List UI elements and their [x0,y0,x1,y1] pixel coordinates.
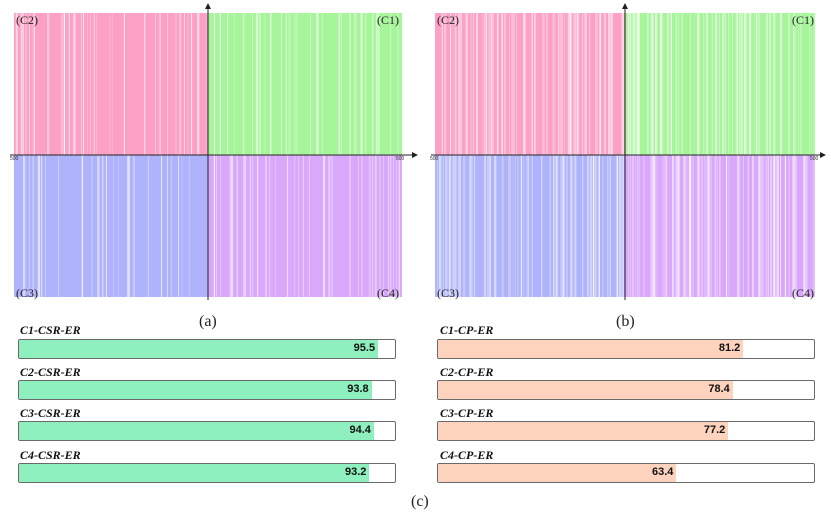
csr-bar-value-c2: 93.8 [347,383,369,395]
panel-b-quadrant-c1 [625,13,815,155]
panel-b-white-lines [436,13,815,297]
csr-bar-label-c3: C3-CSR-ER [20,406,81,420]
csr-bar-fill-c3 [19,422,374,440]
cp-bar-c3: 77.2 [437,421,815,441]
cp-bar-label-c2: C2-CP-ER [440,365,494,379]
panel-b-label-c2: (C2) [437,13,459,27]
panel-b-label-c4: (C4) [792,286,814,300]
cp-bar-value-c4: 63.4 [651,466,674,478]
panel-a-tick-left: 500 [10,156,19,162]
cp-bar-fill-c3 [438,422,729,440]
panel-a-white-lines [15,13,400,297]
caption-a: (a) [199,313,217,330]
panel-b-y-arrow [622,3,628,9]
panel-b-x-arrow [820,152,826,158]
cp-bar-value-c1: 81.2 [718,342,741,354]
cp-bar-value-c2: 78.4 [708,383,730,395]
panel-b: 500 500 (C2) (C1) (C3) (C4) [430,3,826,300]
panel-a-y-arrow [205,3,211,9]
cp-bar-c1: 81.2 [437,339,815,359]
cp-bar-label-c3: C3-CP-ER [440,406,494,420]
csr-bar-label-c4: C4-CSR-ER [20,448,81,462]
csr-bar-label-c1: C1-CSR-ER [20,323,81,337]
csr-bar-fill-c1 [19,340,379,358]
cp-bar-c2: 78.4 [437,380,815,400]
panel-a-tick-right: 500 [396,156,405,162]
cp-bar-label-c1: C1-CP-ER [440,323,494,337]
panel-a: 500 500 (C2) (C1) (C3) (C4) [10,3,418,300]
cp-bar-value-c3: 77.2 [703,424,726,436]
cp-bar-label-c4: C4-CP-ER [440,448,494,462]
caption-b: (b) [616,313,635,330]
panel-a-quadrant-c2 [14,13,208,155]
csr-bar-fill-c2 [19,381,372,399]
quadrant-panels: 500 500 (C2) (C1) (C3) (C4) 500 500 (C2)… [10,3,826,300]
csr-bar-value-c4: 93.2 [345,466,367,478]
panel-b-tick-left: 500 [430,156,439,162]
cp-bar-fill-c1 [438,340,744,358]
panel-a-label-c4: (C4) [377,286,399,300]
csr-bar-label-c2: C2-CSR-ER [20,365,81,379]
csr-bar-value-c1: 95.5 [353,342,376,354]
panel-b-tick-right: 500 [810,156,819,162]
cp-bar-fill-c4 [438,464,677,482]
csr-bar-fill-c4 [19,464,370,482]
cp-bar-fill-c2 [438,381,733,399]
panel-b-label-c3: (C3) [437,286,459,300]
panel-a-quadrant-c3 [14,155,208,297]
panel-a-label-c2: (C2) [16,13,38,27]
csr-bar-c1: 95.5 [18,339,396,359]
csr-bar-value-c3: 94.4 [349,424,371,436]
csr-bar-c3: 94.4 [18,421,396,441]
panel-a-quadrant-c1 [208,13,402,155]
panel-a-label-c1: (C1) [377,13,399,27]
panel-a-x-arrow [412,152,418,158]
panel-b-quadrant-c4 [625,155,815,297]
cp-bar-c4: 63.4 [437,463,815,483]
csr-bar-c2: 93.8 [18,380,396,400]
panel-a-quadrant-c4 [208,155,402,297]
panel-b-label-c1: (C1) [792,13,814,27]
caption-c: (c) [411,493,429,510]
panel-a-label-c3: (C3) [16,286,38,300]
csr-bar-c4: 93.2 [18,463,396,483]
